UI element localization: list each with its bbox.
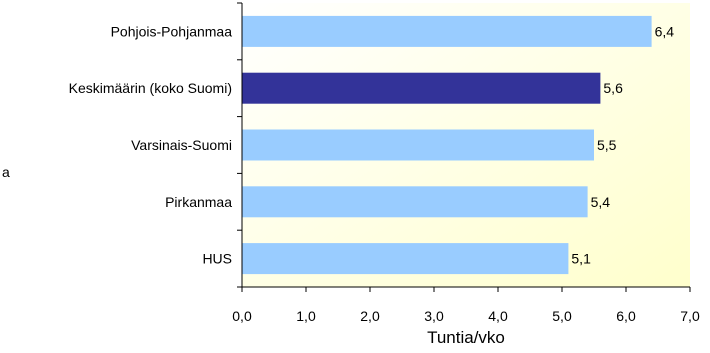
data-label-4: 5,4 [591,194,611,210]
bar-5 [242,243,569,275]
category-label-4: Pirkanmaa [165,194,232,210]
x-axis-title: Tuntia/vko [427,328,505,347]
x-tick-label-5: 5,0 [552,308,572,324]
x-tick-label-4: 4,0 [488,308,508,324]
bar-group [242,15,652,275]
bar-4 [242,186,588,218]
bar-3 [242,129,594,161]
data-label-1: 6,4 [655,23,675,39]
x-tick-label-6: 6,0 [616,308,636,324]
data-label-group: 6,4 5,6 5,5 5,4 5,1 [571,23,674,266]
data-label-3: 5,5 [597,137,617,153]
x-tick-label-0: 0,0 [232,308,252,324]
data-label-2: 5,6 [603,80,623,96]
x-tick-label-2: 2,0 [360,308,380,324]
stray-text: a [2,164,10,180]
category-label-5: HUS [202,251,232,267]
x-tick-label-3: 3,0 [424,308,444,324]
x-tick-label-1: 1,0 [296,308,316,324]
category-label-3: Varsinais-Suomi [131,137,232,153]
x-axis: 0,0 1,0 2,0 3,0 4,0 5,0 6,0 7,0 [232,2,700,324]
bar-1 [242,15,652,47]
category-label-1: Pohjois-Pohjanmaa [111,23,233,39]
category-label-group: Pohjois-Pohjanmaa Keskimäärin (koko Suomi… [69,23,233,266]
category-label-2: Keskimäärin (koko Suomi) [69,80,232,96]
x-tick-label-7: 7,0 [680,308,700,324]
bar-2 [242,72,601,104]
data-label-5: 5,1 [571,251,591,267]
